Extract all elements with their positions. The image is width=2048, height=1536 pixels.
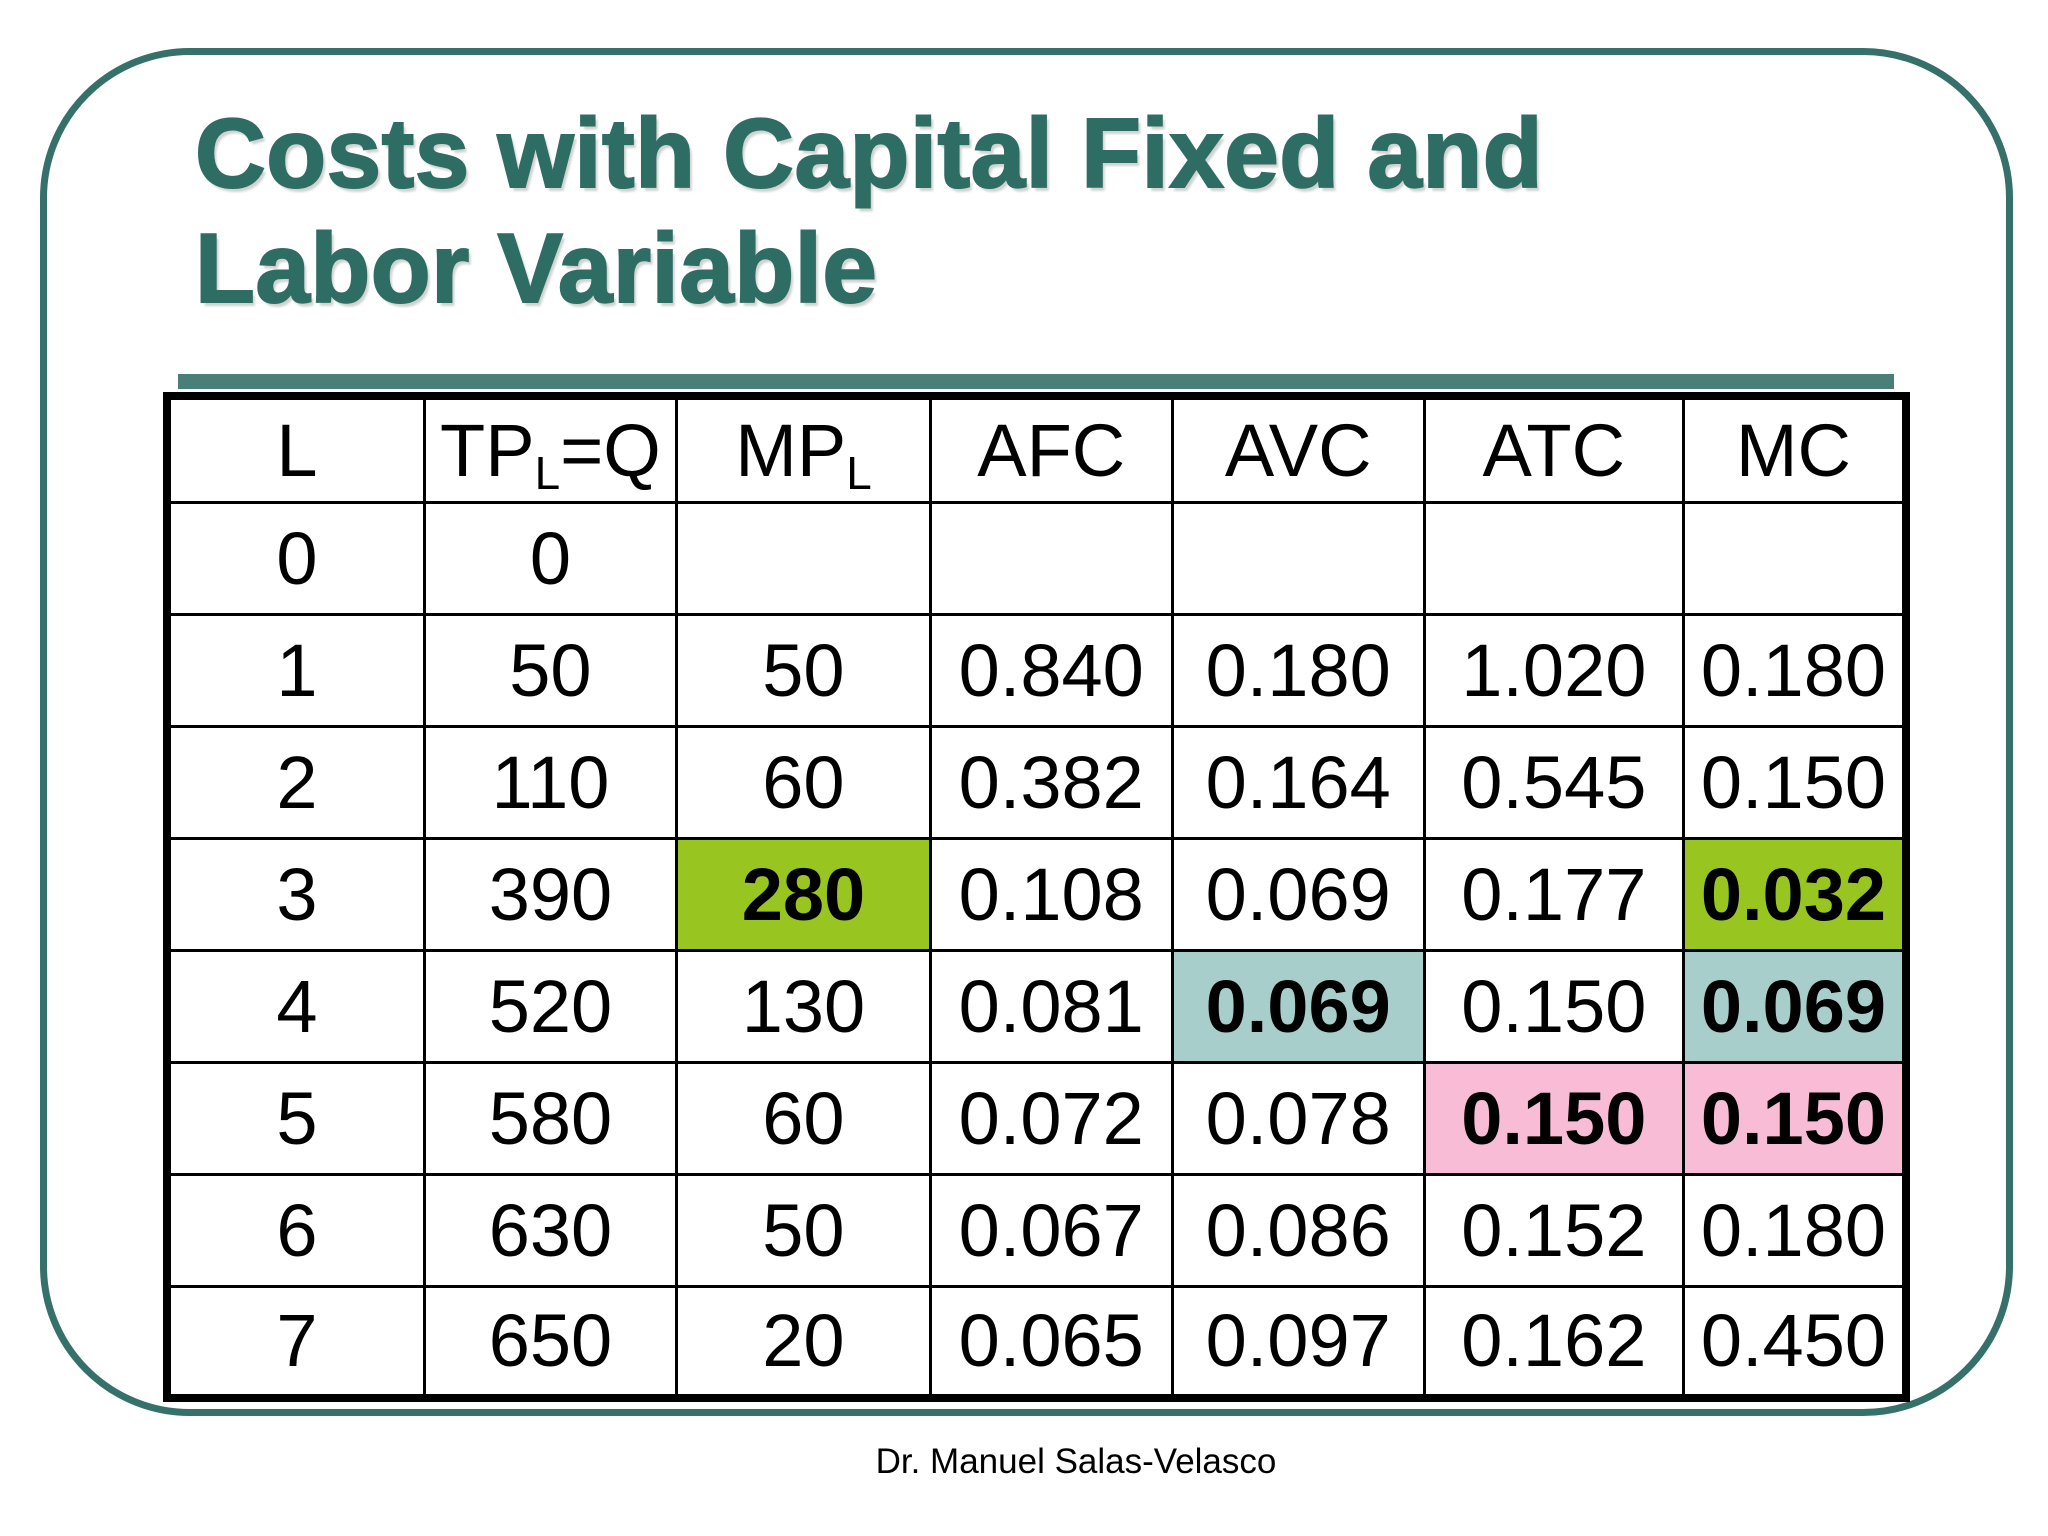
cell-r6-avc: 0.086 [1170,1172,1426,1288]
cell-r5-avc: 0.078 [1170,1060,1426,1176]
cell-r0-l: 0 [165,500,426,616]
table-row: 6 630 50 0.067 0.086 0.152 0.180 [165,1172,1908,1288]
cell-r1-l: 1 [165,612,426,728]
cell-r2-afc: 0.382 [928,724,1174,840]
cost-table: L TPL=Q MPL AFC AVC ATC MC 0 0 1 50 50 0… [163,392,1910,1402]
cell-r7-afc: 0.065 [928,1284,1174,1400]
cell-r4-mp: 130 [675,948,932,1064]
cell-r0-avc [1170,500,1426,616]
header-cell-atc: ATC [1422,394,1685,504]
cell-r3-l: 3 [165,836,426,952]
cell-r5-mp: 60 [675,1060,932,1176]
cell-r7-mc: 0.450 [1681,1284,1908,1400]
cell-r6-l: 6 [165,1172,426,1288]
table-row: 3 390 280 0.108 0.069 0.177 0.032 [165,836,1908,952]
table-row: 7 650 20 0.065 0.097 0.162 0.450 [165,1284,1908,1400]
header-cell-afc: AFC [928,394,1174,504]
cell-r1-afc: 0.840 [928,612,1174,728]
cell-r3-avc: 0.069 [1170,836,1426,952]
cell-r3-atc: 0.177 [1422,836,1685,952]
header-cell-mc: MC [1681,394,1908,504]
cell-r6-atc: 0.152 [1422,1172,1685,1288]
cell-r0-atc [1422,500,1685,616]
cell-r1-atc: 1.020 [1422,612,1685,728]
cell-r2-atc: 0.545 [1422,724,1685,840]
cell-r5-l: 5 [165,1060,426,1176]
table-row: 4 520 130 0.081 0.069 0.150 0.069 [165,948,1908,1064]
cell-r0-afc [928,500,1174,616]
slide-border-frame [40,48,2013,1416]
cell-r4-afc: 0.081 [928,948,1174,1064]
cell-r2-l: 2 [165,724,426,840]
cell-r3-tp: 390 [422,836,679,952]
header-cell-mp: MPL [675,394,932,504]
cell-r4-tp: 520 [422,948,679,1064]
header-row: L TPL=Q MPL AFC AVC ATC MC [165,394,1908,504]
cell-r7-avc: 0.097 [1170,1284,1426,1400]
cell-r3-afc: 0.108 [928,836,1174,952]
cell-r3-mp-highlighted: 280 [675,836,932,952]
cell-r1-avc: 0.180 [1170,612,1426,728]
table-row: 1 50 50 0.840 0.180 1.020 0.180 [165,612,1908,728]
cell-r3-mc-highlighted: 0.032 [1681,836,1908,952]
title-underline-bar [178,374,1894,389]
cell-r4-l: 4 [165,948,426,1064]
cell-r7-tp: 650 [422,1284,679,1400]
cell-r7-atc: 0.162 [1422,1284,1685,1400]
slide-title-line1: Costs with Capital Fixed and [194,97,1544,209]
cell-r0-tp: 0 [422,500,679,616]
cell-r5-atc-highlighted: 0.150 [1422,1060,1685,1176]
cell-r4-avc-highlighted: 0.069 [1170,948,1426,1064]
cell-r6-mp: 50 [675,1172,932,1288]
cell-r2-tp: 110 [422,724,679,840]
header-cell-l: L [165,394,426,504]
cell-r5-afc: 0.072 [928,1060,1174,1176]
cell-r5-tp: 580 [422,1060,679,1176]
cell-r2-avc: 0.164 [1170,724,1426,840]
cell-r0-mc [1681,500,1908,616]
header-cell-avc: AVC [1170,394,1426,504]
cell-r7-l: 7 [165,1284,426,1400]
cell-r4-atc: 0.150 [1422,948,1685,1064]
cell-r1-mc: 0.180 [1681,612,1908,728]
cell-r7-mp: 20 [675,1284,932,1400]
header-cell-tp: TPL=Q [422,394,679,504]
cell-r2-mc: 0.150 [1681,724,1908,840]
slide-title: Costs with Capital Fixed and Labor Variab… [194,96,1895,325]
cell-r4-mc-highlighted: 0.069 [1681,948,1908,1064]
cell-r6-tp: 630 [422,1172,679,1288]
table-row: 5 580 60 0.072 0.078 0.150 0.150 [165,1060,1908,1176]
cell-r1-tp: 50 [422,612,679,728]
cell-r6-mc: 0.180 [1681,1172,1908,1288]
cell-r6-afc: 0.067 [928,1172,1174,1288]
table-row: 0 0 [165,500,1908,616]
footer-author: Dr. Manuel Salas-Velasco [875,1442,1277,1481]
cell-r2-mp: 60 [675,724,932,840]
table-row: 2 110 60 0.382 0.164 0.545 0.150 [165,724,1908,840]
cell-r5-mc-highlighted: 0.150 [1681,1060,1908,1176]
cell-r0-mp [675,500,932,616]
cell-r1-mp: 50 [675,612,932,728]
slide-title-line2: Labor Variable [194,212,878,324]
